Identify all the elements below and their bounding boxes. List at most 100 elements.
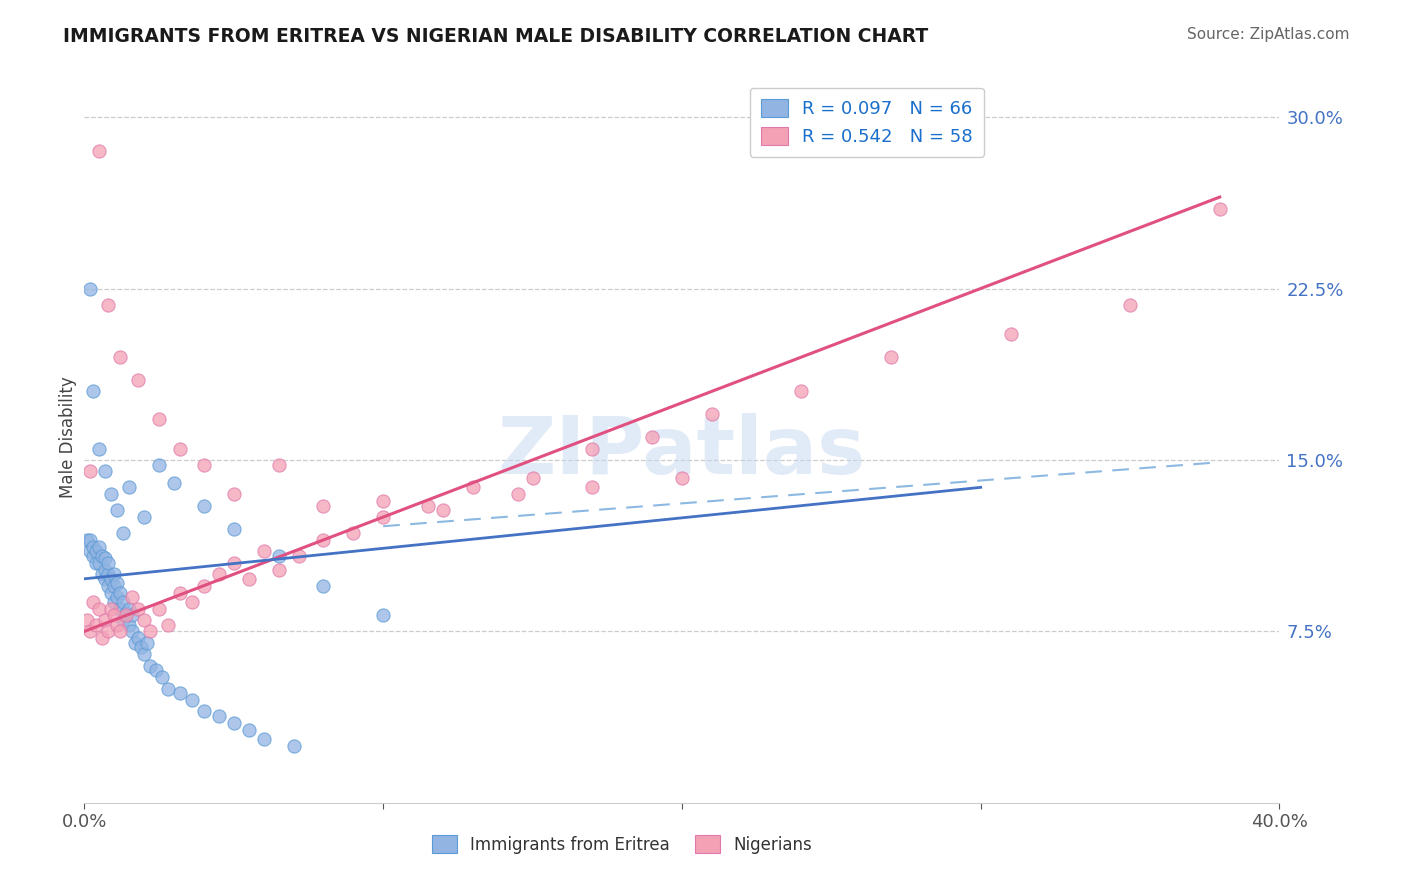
Point xyxy=(641,430,664,444)
Point xyxy=(253,731,276,746)
Point xyxy=(163,475,186,490)
Point xyxy=(112,595,135,609)
Point xyxy=(94,572,117,586)
Point xyxy=(79,544,101,558)
Point xyxy=(127,373,149,387)
Point xyxy=(82,384,104,399)
Point xyxy=(373,494,395,508)
Point xyxy=(193,705,215,719)
Point xyxy=(89,145,111,159)
Point xyxy=(103,608,125,623)
Point xyxy=(121,624,143,639)
Point xyxy=(461,480,484,494)
Text: Source: ZipAtlas.com: Source: ZipAtlas.com xyxy=(1187,27,1350,42)
Point xyxy=(97,556,120,570)
Point xyxy=(222,487,245,501)
Point xyxy=(105,617,128,632)
Point xyxy=(283,739,305,753)
Legend: Immigrants from Eritrea, Nigerians: Immigrants from Eritrea, Nigerians xyxy=(426,829,818,860)
Point xyxy=(169,442,191,456)
Point xyxy=(91,549,114,563)
Point xyxy=(91,632,114,646)
Point xyxy=(671,471,693,485)
Point xyxy=(193,579,215,593)
Point xyxy=(100,601,122,615)
Point xyxy=(76,613,98,627)
Point xyxy=(222,521,245,535)
Point xyxy=(105,576,128,591)
Point xyxy=(127,601,149,615)
Point xyxy=(1209,202,1232,216)
Point xyxy=(82,595,104,609)
Point xyxy=(312,533,335,547)
Point xyxy=(312,499,335,513)
Point xyxy=(79,624,101,639)
Point xyxy=(157,681,180,696)
Point xyxy=(139,624,162,639)
Point xyxy=(118,617,141,632)
Point xyxy=(267,549,290,563)
Point xyxy=(288,549,311,563)
Point xyxy=(522,471,544,485)
Point xyxy=(790,384,813,399)
Point xyxy=(193,458,215,472)
Point xyxy=(416,499,439,513)
Point xyxy=(145,663,167,677)
Point xyxy=(581,480,603,494)
Point xyxy=(148,601,170,615)
Point xyxy=(118,601,141,615)
Point xyxy=(267,563,290,577)
Point xyxy=(89,540,111,554)
Point xyxy=(94,551,117,566)
Point xyxy=(267,458,290,472)
Point xyxy=(112,613,135,627)
Point xyxy=(76,533,98,547)
Point xyxy=(79,533,101,547)
Point xyxy=(127,632,149,646)
Point xyxy=(1119,297,1142,311)
Point xyxy=(1000,327,1022,342)
Point xyxy=(118,480,141,494)
Point xyxy=(208,709,231,723)
Point xyxy=(115,606,138,620)
Point xyxy=(97,567,120,582)
Point xyxy=(121,590,143,604)
Point xyxy=(148,412,170,426)
Point xyxy=(124,636,146,650)
Point xyxy=(181,595,204,609)
Point xyxy=(169,686,191,700)
Point xyxy=(700,407,723,421)
Point xyxy=(103,595,125,609)
Point xyxy=(89,556,111,570)
Point xyxy=(169,585,191,599)
Point xyxy=(193,499,215,513)
Point xyxy=(110,350,132,364)
Point xyxy=(373,608,395,623)
Point xyxy=(103,567,125,582)
Point xyxy=(253,544,276,558)
Point xyxy=(89,442,111,456)
Point xyxy=(103,579,125,593)
Point xyxy=(94,464,117,478)
Point xyxy=(121,608,143,623)
Text: ZIPatlas: ZIPatlas xyxy=(498,413,866,491)
Point xyxy=(94,613,117,627)
Point xyxy=(110,624,132,639)
Point xyxy=(97,579,120,593)
Point xyxy=(222,715,245,730)
Point xyxy=(79,464,101,478)
Point xyxy=(581,442,603,456)
Point xyxy=(89,601,111,615)
Point xyxy=(94,563,117,577)
Point xyxy=(82,549,104,563)
Point xyxy=(129,640,152,655)
Point xyxy=(112,526,135,541)
Point xyxy=(880,350,903,364)
Point xyxy=(100,585,122,599)
Point xyxy=(150,670,173,684)
Point xyxy=(100,487,122,501)
Point xyxy=(86,544,108,558)
Point xyxy=(432,503,454,517)
Point xyxy=(86,556,108,570)
Point xyxy=(105,503,128,517)
